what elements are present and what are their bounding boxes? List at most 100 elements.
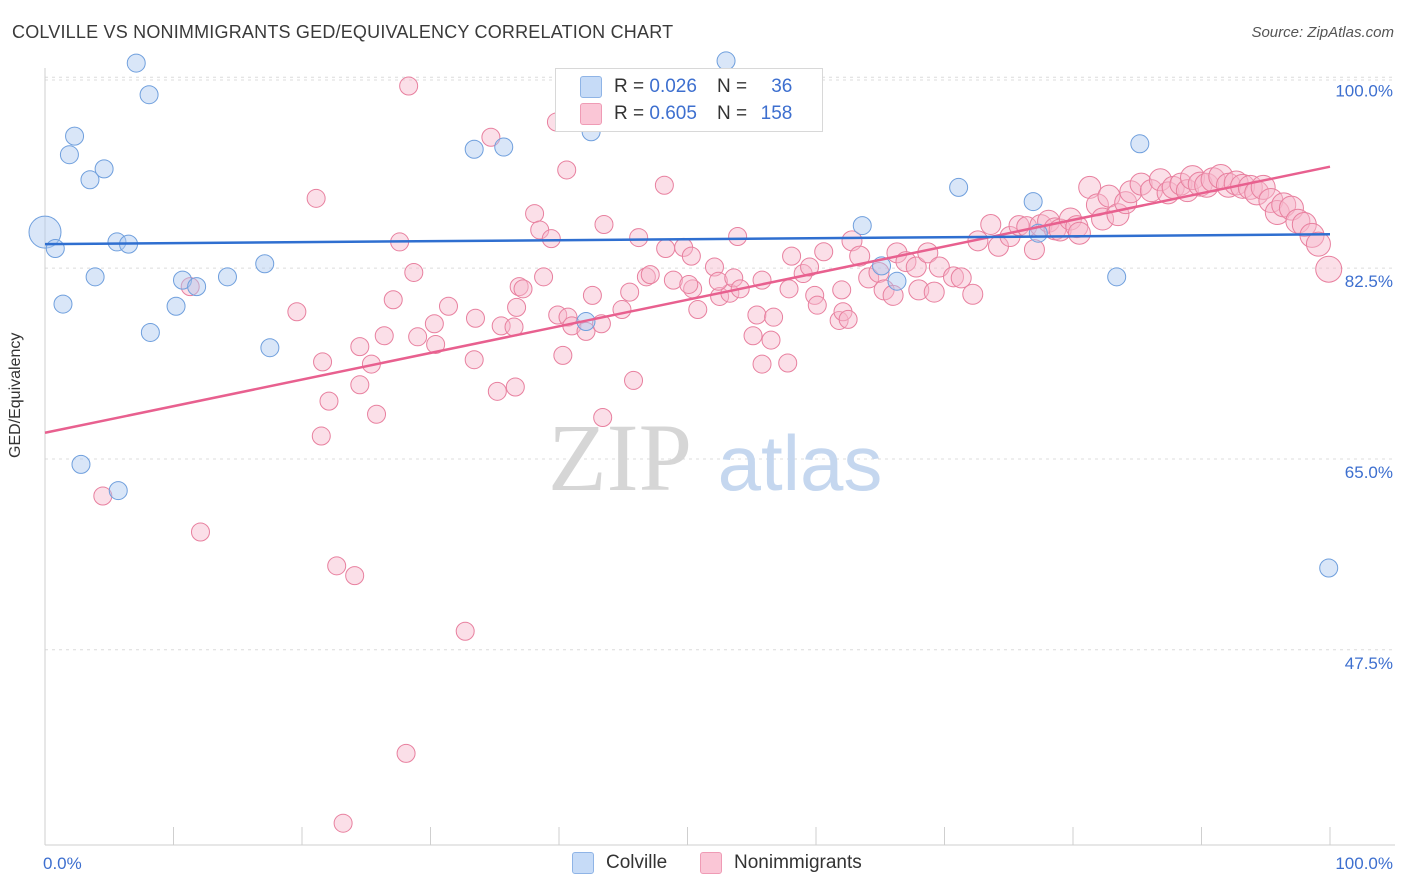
stats-legend: R = 0.026 N = 36 R = 0.605 N = 158: [555, 68, 823, 132]
tick-labels: 100.0% 82.5% 65.0% 47.5% 0.0% 100.0%: [43, 81, 1393, 873]
point-colville: [53, 294, 73, 314]
point-nonimmigrants: [688, 300, 708, 320]
point-nonimmigrants: [464, 350, 484, 370]
point-nonimmigrants: [465, 308, 485, 328]
legend-n-label: N =: [716, 103, 748, 124]
watermark-zip: ZIP: [548, 404, 692, 511]
point-nonimmigrants: [576, 321, 596, 341]
point-nonimmigrants: [832, 280, 852, 300]
point-nonimmigrants: [190, 522, 210, 542]
axes: [44, 68, 1395, 846]
point-colville: [1023, 192, 1043, 212]
point-nonimmigrants: [679, 274, 699, 294]
point-nonimmigrants: [553, 345, 573, 365]
point-colville: [80, 170, 100, 190]
point-nonimmigrants: [704, 257, 724, 277]
point-nonimmigrants: [1180, 165, 1206, 191]
watermark: ZIP atlas: [548, 404, 882, 511]
point-nonimmigrants: [663, 270, 683, 290]
point-nonimmigrants: [1078, 175, 1102, 199]
point-nonimmigrants: [654, 175, 674, 195]
point-nonimmigrants: [399, 76, 419, 96]
point-nonimmigrants: [782, 246, 802, 266]
point-nonimmigrants: [311, 426, 331, 446]
point-nonimmigrants: [908, 279, 930, 301]
point-nonimmigrants: [624, 370, 644, 390]
point-nonimmigrants: [1148, 168, 1172, 192]
point-nonimmigrants: [327, 556, 347, 576]
point-nonimmigrants: [426, 334, 446, 354]
x-tick-label: 100.0%: [1335, 854, 1393, 873]
point-colville: [1107, 267, 1127, 287]
point-nonimmigrants: [620, 282, 640, 302]
watermark-atlas: atlas: [718, 419, 883, 507]
chart-title: COLVILLE VS NONIMMIGRANTS GED/EQUIVALENC…: [12, 22, 674, 42]
legend-label-colville: Colville: [606, 852, 668, 873]
point-nonimmigrants: [752, 354, 772, 374]
legend-n-value: 36: [771, 76, 793, 97]
legend-item-nonimmigrants: Nonimmigrants: [700, 852, 862, 874]
point-colville: [59, 145, 79, 165]
point-nonimmigrants: [728, 226, 748, 246]
point-nonimmigrants: [724, 268, 744, 288]
point-nonimmigrants: [404, 262, 424, 282]
legend-r-value: 0.605: [649, 103, 697, 124]
legend-row-colville: R = 0.026 N = 36: [580, 74, 792, 100]
point-nonimmigrants: [367, 404, 387, 424]
point-nonimmigrants: [778, 353, 798, 373]
point-nonimmigrants: [557, 160, 577, 180]
point-nonimmigrants: [505, 377, 525, 397]
point-nonimmigrants: [980, 213, 1002, 235]
trend-line-nonimmigrants: [44, 165, 1331, 435]
point-colville: [255, 254, 275, 274]
point-nonimmigrants: [513, 279, 533, 299]
point-nonimmigrants: [962, 283, 984, 305]
point-nonimmigrants: [333, 813, 353, 833]
x-tick-label: 0.0%: [43, 854, 82, 873]
point-colville: [217, 267, 237, 287]
source-note: Source: ZipAtlas.com: [1251, 24, 1394, 41]
point-nonimmigrants: [374, 326, 394, 346]
point-nonimmigrants: [708, 271, 728, 291]
point-nonimmigrants: [923, 281, 945, 303]
point-colville: [65, 126, 85, 146]
point-colville: [108, 481, 128, 501]
legend-row-nonimmigrants: R = 0.605 N = 158: [580, 101, 792, 127]
point-nonimmigrants: [747, 305, 767, 325]
point-colville: [1319, 558, 1339, 578]
point-colville: [71, 454, 91, 474]
point-nonimmigrants: [838, 309, 858, 329]
point-nonimmigrants: [93, 486, 113, 506]
point-nonimmigrants: [807, 295, 827, 315]
point-colville: [126, 53, 146, 73]
grid-lines: [45, 76, 1395, 651]
point-nonimmigrants: [350, 337, 370, 357]
legend-n-value: 158: [760, 103, 793, 124]
point-nonimmigrants: [868, 261, 890, 283]
point-colville: [464, 139, 484, 159]
point-nonimmigrants: [438, 296, 458, 316]
point-nonimmigrants: [656, 238, 676, 258]
point-colville: [1130, 134, 1150, 154]
trend-lines: [44, 165, 1331, 435]
point-nonimmigrants: [814, 242, 834, 262]
point-nonimmigrants: [534, 267, 554, 287]
point-nonimmigrants: [507, 297, 527, 317]
point-colville: [94, 159, 114, 179]
legend-swatch-nonimmigrants: [700, 852, 722, 874]
y-tick-label: 100.0%: [1335, 81, 1393, 100]
y-axis-label: GED/Equivalency: [7, 332, 24, 458]
point-nonimmigrants: [594, 214, 614, 234]
point-colville: [166, 296, 186, 316]
y-tick-label: 82.5%: [1345, 272, 1393, 291]
point-nonimmigrants: [287, 302, 307, 322]
point-nonimmigrants: [383, 290, 403, 310]
point-colville: [494, 137, 514, 157]
point-nonimmigrants: [950, 267, 972, 289]
point-nonimmigrants: [319, 391, 339, 411]
y-tick-label: 47.5%: [1345, 654, 1393, 673]
point-nonimmigrants: [743, 326, 763, 346]
point-nonimmigrants: [1067, 221, 1091, 245]
point-colville: [852, 216, 872, 236]
